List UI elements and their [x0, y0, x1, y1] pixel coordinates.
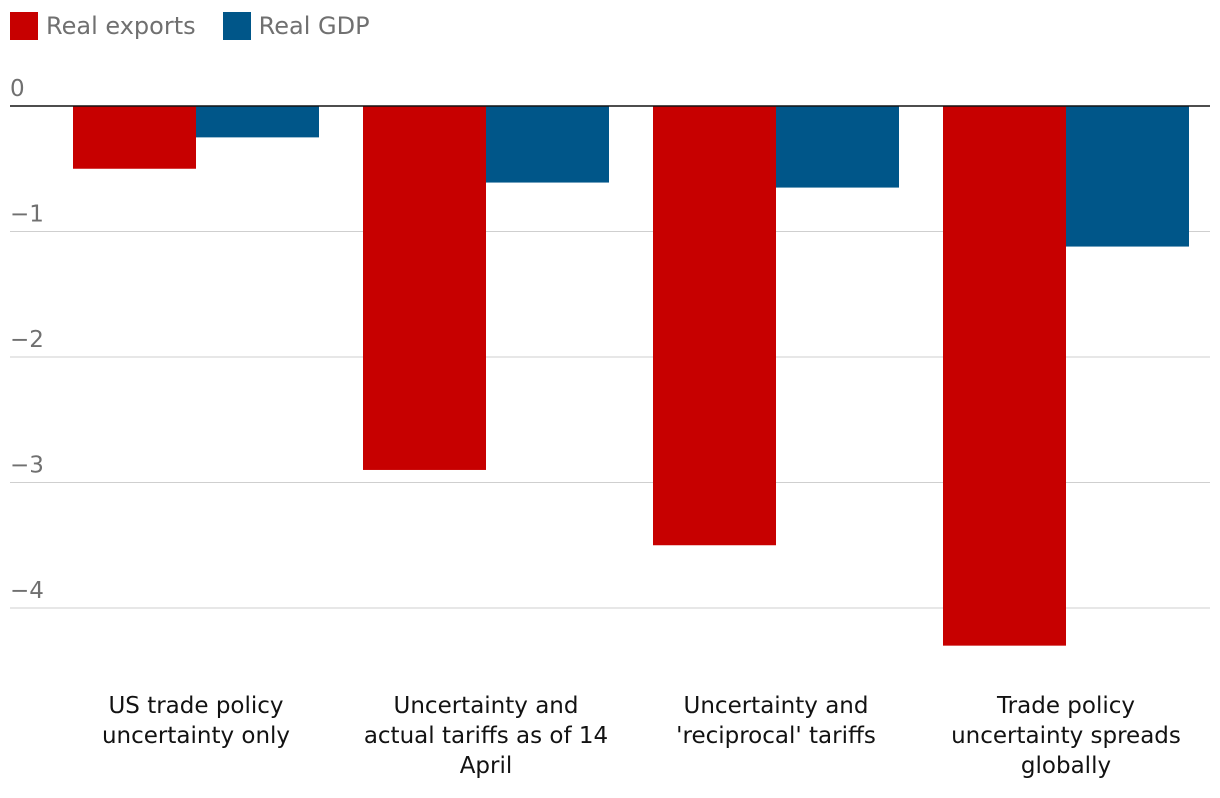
legend-item-real-gdp: Real GDP: [222, 12, 370, 40]
x-category-label-line: globally: [1021, 753, 1111, 779]
x-category-label-line: 'reciprocal' tariffs: [676, 723, 876, 749]
category-labels: US trade policy uncertainty only Uncertain…: [102, 693, 1181, 779]
bar-real-exports: [653, 106, 776, 546]
bars: [73, 106, 1189, 646]
x-category-label-line: uncertainty spreads: [951, 723, 1181, 749]
legend: Real exports Real GDP: [10, 12, 370, 40]
x-category-label: Trade policy uncertainty spreads globally: [951, 693, 1181, 779]
y-tick-label: −4: [10, 578, 44, 604]
x-category-label-line: actual tariffs as of 14: [364, 723, 608, 749]
bar-real-gdp: [1066, 106, 1189, 247]
bar-real-gdp: [486, 106, 609, 183]
y-tick-label: −1: [10, 202, 44, 228]
legend-label-real-gdp: Real GDP: [258, 12, 370, 40]
bar-real-exports: [363, 106, 486, 470]
x-category-label: Uncertainty and actual tariffs as of 14 Ap…: [364, 693, 608, 779]
x-category-label-line: Trade policy: [996, 693, 1135, 719]
legend-swatch-real-exports: [10, 12, 38, 40]
gridlines: 0 −1 −2 −3 −4: [10, 76, 1210, 609]
y-tick-label: −3: [10, 453, 44, 479]
bar-real-gdp: [776, 106, 899, 188]
x-category-label: Uncertainty and 'reciprocal' tariffs: [676, 693, 876, 749]
legend-label-real-exports: Real exports: [46, 12, 196, 40]
x-category-label-line: US trade policy: [108, 693, 283, 719]
x-category-label-line: Uncertainty and: [394, 693, 579, 719]
x-category-label-line: uncertainty only: [102, 723, 290, 749]
bar-real-exports: [943, 106, 1066, 646]
bar-real-exports: [73, 106, 196, 169]
y-tick-label: 0: [10, 76, 25, 102]
x-category-label-line: April: [460, 753, 513, 779]
x-category-label-line: Uncertainty and: [684, 693, 869, 719]
y-tick-label: −2: [10, 327, 44, 353]
legend-swatch-real-gdp: [222, 12, 251, 40]
x-category-label: US trade policy uncertainty only: [102, 693, 290, 749]
bar-real-gdp: [196, 106, 319, 138]
legend-item-real-exports: Real exports: [10, 12, 196, 40]
